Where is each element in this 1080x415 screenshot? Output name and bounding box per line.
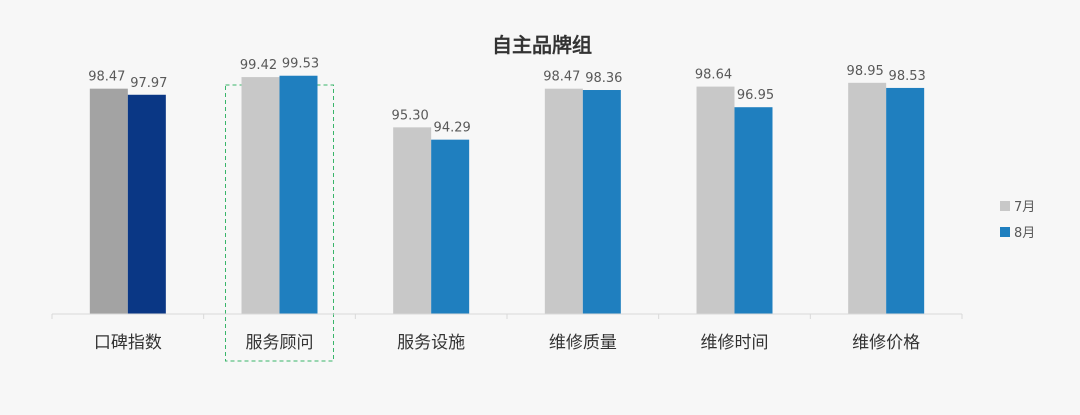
legend-label: 8月 (1014, 226, 1035, 241)
highlight-box (225, 84, 334, 362)
value-label: 98.47 (543, 70, 580, 85)
value-label: 99.53 (282, 57, 319, 72)
bar-aug-5 (886, 87, 925, 315)
legend-swatch (1000, 227, 1010, 237)
value-label: 94.29 (434, 121, 471, 136)
value-label: 98.47 (88, 70, 125, 85)
bar-jul-2 (393, 127, 432, 314)
bar-aug-2 (431, 139, 470, 314)
bar-aug-1 (279, 75, 318, 314)
bar-jul-1 (241, 77, 280, 315)
chart-title: 自主品牌组 (492, 33, 592, 57)
value-label: 96.95 (737, 88, 774, 103)
category-label: 口碑指数 (94, 333, 162, 353)
value-label: 97.97 (130, 76, 167, 91)
bar-aug-0 (127, 94, 166, 315)
bar-jul-4 (696, 86, 735, 314)
bar-jul-3 (544, 88, 583, 314)
value-label: 98.53 (889, 69, 926, 84)
legend-label: 7月 (1014, 200, 1035, 215)
bar-jul-0 (89, 88, 128, 314)
category-label: 服务设施 (397, 333, 465, 353)
value-label: 98.64 (695, 68, 732, 83)
legend-swatch (1000, 201, 1010, 211)
category-label: 维修质量 (549, 333, 617, 353)
category-label: 维修价格 (852, 333, 920, 353)
bar-jul-5 (848, 82, 887, 314)
category-label: 服务顾问 (246, 333, 314, 353)
value-label: 95.30 (392, 108, 429, 123)
category-label: 维修时间 (701, 333, 769, 353)
value-label: 98.36 (585, 71, 622, 86)
value-label: 99.42 (240, 58, 277, 73)
bar-aug-4 (734, 107, 773, 315)
value-label: 98.95 (847, 64, 884, 79)
bar-aug-3 (582, 90, 621, 315)
